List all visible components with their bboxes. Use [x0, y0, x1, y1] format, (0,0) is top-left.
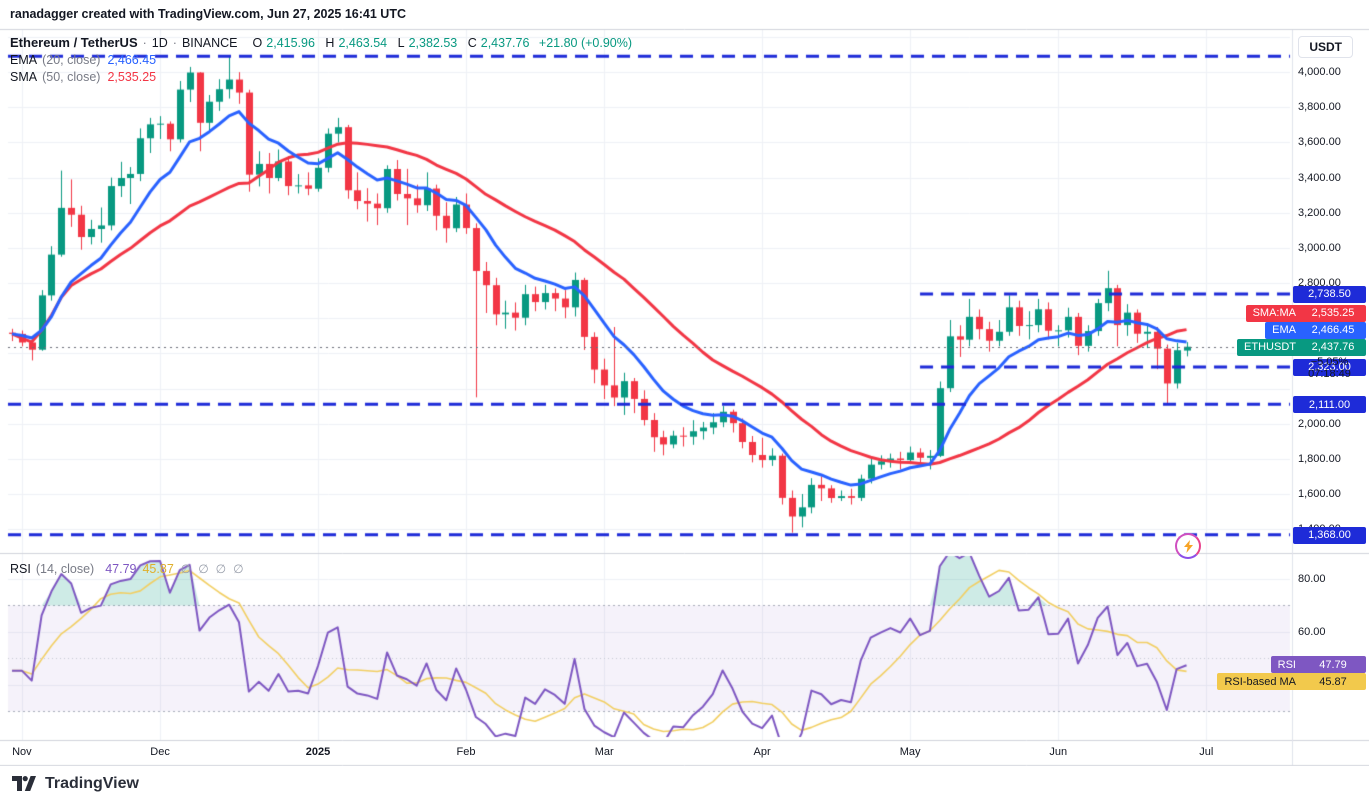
level-price-badge: 2,323.00 — [1293, 358, 1366, 376]
hidden-plot-icon[interactable]: ∅ — [180, 561, 192, 576]
rsi-ma-value: 45.87 — [142, 561, 174, 576]
main-chart-legend: Ethereum / TetherUS · 1D · BINANCE O 2,41… — [10, 34, 632, 85]
interval-label[interactable]: 1D — [151, 35, 168, 50]
price-tick: 2,000.00 — [1298, 417, 1341, 430]
price-tick: 1,600.00 — [1298, 488, 1341, 500]
level-price-badge: 2,738.50 — [1293, 285, 1366, 303]
price-tick: 3,400.00 — [1298, 171, 1341, 184]
ema-price-badge: EMA 2,466.45 — [1265, 321, 1366, 339]
ohlc-close-label: C — [467, 35, 477, 50]
price-tick: 3,800.00 — [1298, 101, 1341, 114]
exchange-label[interactable]: BINANCE — [181, 35, 238, 50]
price-tick: 3,600.00 — [1298, 136, 1341, 149]
tradingview-wordmark[interactable]: TradingView — [45, 774, 139, 792]
time-axis[interactable]: Nov Dec 2025 Feb Mar Apr May Jun Jul — [0, 741, 1292, 765]
lightning-bolt-icon — [1183, 539, 1193, 553]
ema-params: (20, close) — [42, 52, 101, 67]
footer: TradingView — [0, 766, 1369, 801]
time-label: Dec — [150, 746, 170, 758]
magic-ai-icon[interactable] — [1175, 533, 1201, 559]
time-label: Mar — [594, 746, 614, 758]
hidden-plot-icon[interactable]: ∅ — [233, 561, 244, 576]
symbol-legend-row: Ethereum / TetherUS · 1D · BINANCE O 2,41… — [10, 34, 632, 51]
hidden-plot-icon[interactable]: ∅ — [198, 561, 209, 576]
ema-legend-row[interactable]: EMA (20, close) 2,466.45 — [10, 51, 632, 68]
ohlc-close-value: 2,437.76 — [480, 35, 530, 50]
rsi-legend: RSI (14, close) 47.79 45.87 ∅ ∅ ∅ ∅ — [10, 560, 244, 577]
price-tick: 1,800.00 — [1298, 452, 1341, 465]
level-price-badge: 2,111.00 — [1293, 396, 1366, 414]
time-label: May — [899, 746, 921, 758]
change-value: +21.80 (+0.90%) — [538, 35, 633, 50]
attribution-text: ranadagger created with TradingView.com,… — [10, 7, 406, 21]
ema-value: 2,466.45 — [107, 52, 157, 67]
sma-params: (50, close) — [42, 69, 101, 84]
hidden-plot-icon[interactable]: ∅ — [215, 561, 227, 576]
sma-name: SMA — [10, 69, 38, 84]
ohlc-high-value: 2,463.54 — [338, 35, 388, 50]
ohlc-low-label: L — [397, 35, 405, 50]
time-label: Feb — [456, 746, 476, 758]
ema-name: EMA — [10, 52, 38, 67]
separator-dot: · — [172, 35, 177, 50]
ohlc-open-value: 2,415.96 — [266, 35, 315, 50]
rsi-tick: 60.00 — [1298, 625, 1326, 638]
price-tick: 3,200.00 — [1298, 206, 1341, 219]
ohlc-open-label: O — [252, 35, 263, 50]
ohlc-low-value: 2,382.53 — [408, 35, 458, 50]
rsi-ma-price-badge: RSI-based MA 45.87 — [1217, 673, 1366, 691]
sma-legend-row[interactable]: SMA (50, close) 2,535.25 — [10, 68, 632, 85]
sma-price-badge: SMA:MA 2,535.25 — [1245, 304, 1366, 322]
time-label: 2025 — [305, 746, 331, 758]
time-label: Jul — [1199, 746, 1214, 758]
price-tick: 3,000.00 — [1298, 241, 1341, 254]
rsi-name: RSI — [10, 561, 31, 576]
price-axis[interactable]: 4,000.00 3,800.00 3,600.00 3,400.00 3,200.00… — [1217, 0, 1369, 766]
time-label: Jun — [1049, 746, 1068, 758]
time-label: Apr — [753, 746, 771, 758]
rsi-tick: 80.00 — [1298, 573, 1326, 586]
time-label: Nov — [12, 746, 32, 758]
price-countdown: −5.05% 07:18:49 — [1308, 355, 1351, 380]
separator-dot: · — [142, 35, 147, 50]
rsi-legend-row[interactable]: RSI (14, close) 47.79 45.87 ∅ ∅ ∅ ∅ — [10, 560, 244, 577]
sma-value: 2,535.25 — [107, 69, 157, 84]
currency-button[interactable]: USDT — [1298, 36, 1353, 58]
attribution-bar: ranadagger created with TradingView.com,… — [0, 0, 1369, 28]
last-price-badge: ETHUSDT 2,437.76 — [1237, 338, 1366, 356]
rsi-params: (14, close) — [35, 561, 95, 576]
price-tick: 4,000.00 — [1298, 66, 1341, 79]
symbol-name[interactable]: Ethereum / TetherUS — [10, 35, 138, 50]
rsi-value: 47.79 — [105, 561, 137, 576]
ohlc-values: O 2,415.96 H 2,463.54 L 2,382.53 C 2,437.76 … — [246, 36, 633, 50]
tradingview-logo-icon[interactable] — [12, 774, 38, 794]
level-price-badge: 1,368.00 — [1293, 526, 1366, 544]
ohlc-high-label: H — [325, 35, 335, 50]
rsi-price-badge: RSI 47.79 — [1270, 656, 1366, 674]
